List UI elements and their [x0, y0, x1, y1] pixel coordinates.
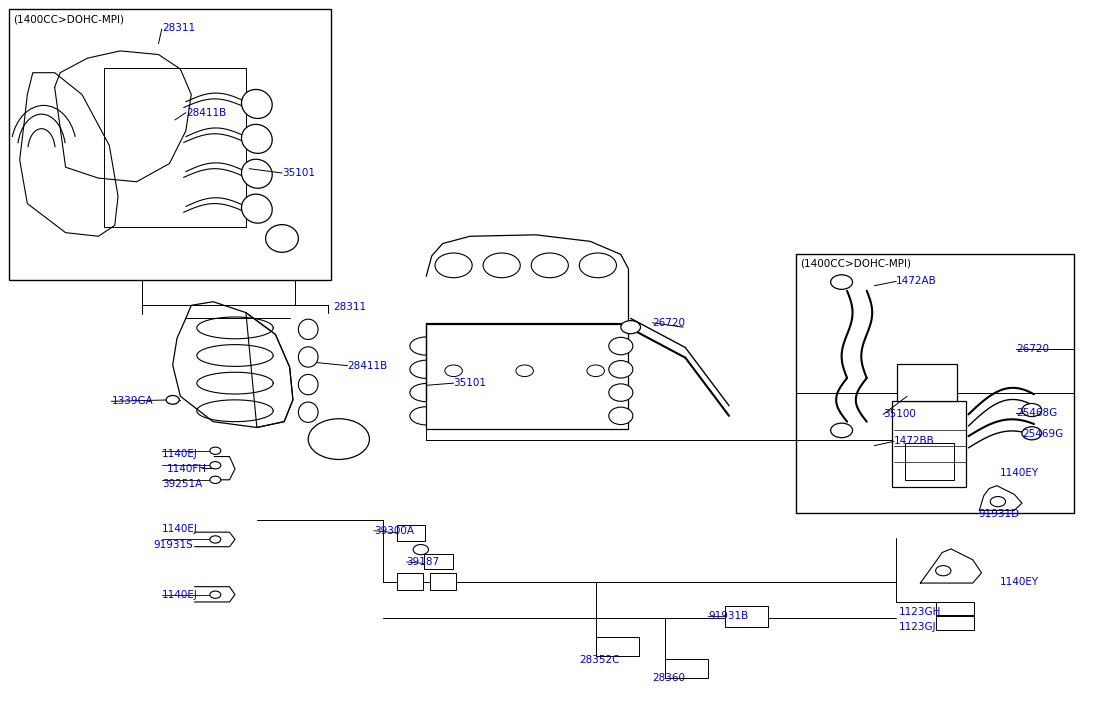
Polygon shape: [426, 235, 628, 324]
Ellipse shape: [298, 374, 318, 395]
Text: 1140EJ: 1140EJ: [162, 590, 198, 600]
Circle shape: [210, 591, 221, 598]
Circle shape: [990, 497, 1006, 507]
Text: 91931D: 91931D: [978, 509, 1020, 519]
Text: 35101: 35101: [282, 168, 315, 178]
Text: 25468G: 25468G: [1016, 408, 1058, 418]
Text: 28360: 28360: [653, 672, 685, 683]
Ellipse shape: [242, 194, 272, 223]
Circle shape: [936, 566, 951, 576]
Circle shape: [210, 476, 221, 483]
Text: 1140EJ: 1140EJ: [162, 524, 198, 534]
Text: 39187: 39187: [407, 557, 439, 567]
Text: 28352C: 28352C: [579, 655, 620, 665]
Text: 39251A: 39251A: [162, 479, 202, 489]
Ellipse shape: [242, 124, 272, 153]
Circle shape: [831, 423, 853, 438]
Bar: [397, 525, 425, 541]
Text: 1123GH: 1123GH: [898, 607, 941, 617]
Ellipse shape: [609, 384, 633, 401]
Bar: [905, 443, 954, 480]
Circle shape: [413, 545, 428, 555]
Circle shape: [435, 253, 472, 278]
Bar: [936, 602, 974, 615]
Text: 35101: 35101: [454, 378, 486, 388]
Bar: [104, 68, 246, 227]
Text: 1339GA: 1339GA: [111, 396, 153, 406]
Bar: [725, 606, 768, 627]
Circle shape: [621, 321, 640, 334]
Bar: [897, 364, 957, 401]
Text: 25469G: 25469G: [1022, 429, 1063, 439]
Text: 1123GJ: 1123GJ: [898, 622, 936, 632]
Circle shape: [308, 419, 369, 459]
Ellipse shape: [298, 402, 318, 422]
Text: 28411B: 28411B: [186, 108, 226, 118]
Bar: [397, 573, 423, 590]
Ellipse shape: [609, 361, 633, 378]
Bar: [424, 554, 453, 569]
Circle shape: [445, 365, 462, 377]
Ellipse shape: [609, 407, 633, 425]
Text: 26720: 26720: [1016, 344, 1049, 354]
Text: (1400CC>DOHC-MPI): (1400CC>DOHC-MPI): [13, 15, 125, 25]
Circle shape: [579, 253, 616, 278]
Ellipse shape: [298, 347, 318, 367]
Bar: [430, 573, 456, 590]
Bar: [936, 616, 974, 630]
Bar: [665, 659, 708, 678]
Ellipse shape: [266, 225, 298, 252]
Circle shape: [1022, 427, 1042, 440]
Text: 1140EY: 1140EY: [1000, 577, 1039, 587]
Text: 1140EY: 1140EY: [1000, 467, 1039, 478]
Circle shape: [531, 253, 568, 278]
Circle shape: [587, 365, 604, 377]
Ellipse shape: [609, 337, 633, 355]
Polygon shape: [426, 324, 628, 429]
Text: 91931B: 91931B: [708, 611, 749, 622]
Text: 1140EJ: 1140EJ: [162, 449, 198, 459]
Bar: [796, 254, 1074, 513]
Circle shape: [210, 536, 221, 543]
Circle shape: [516, 365, 533, 377]
Bar: [892, 401, 966, 487]
Text: 28311: 28311: [162, 23, 195, 33]
Polygon shape: [173, 302, 293, 427]
Circle shape: [210, 447, 221, 454]
Circle shape: [166, 395, 179, 404]
Ellipse shape: [242, 89, 272, 119]
Circle shape: [831, 275, 853, 289]
Text: 35100: 35100: [883, 409, 916, 419]
Bar: [596, 637, 639, 656]
Ellipse shape: [298, 319, 318, 340]
Bar: [9, 9, 331, 280]
Text: 26720: 26720: [653, 318, 685, 328]
Text: 1140FH: 1140FH: [167, 464, 208, 474]
Text: (1400CC>DOHC-MPI): (1400CC>DOHC-MPI): [800, 259, 912, 269]
Ellipse shape: [242, 159, 272, 188]
Text: 39300A: 39300A: [374, 526, 414, 536]
Text: 28411B: 28411B: [348, 361, 388, 371]
Polygon shape: [246, 313, 293, 427]
Text: 1472AB: 1472AB: [896, 276, 937, 286]
Circle shape: [1022, 403, 1042, 417]
Text: 1472BB: 1472BB: [894, 436, 935, 446]
Text: 28311: 28311: [333, 302, 366, 312]
Text: 91931S: 91931S: [153, 540, 192, 550]
Circle shape: [483, 253, 520, 278]
Circle shape: [210, 462, 221, 469]
